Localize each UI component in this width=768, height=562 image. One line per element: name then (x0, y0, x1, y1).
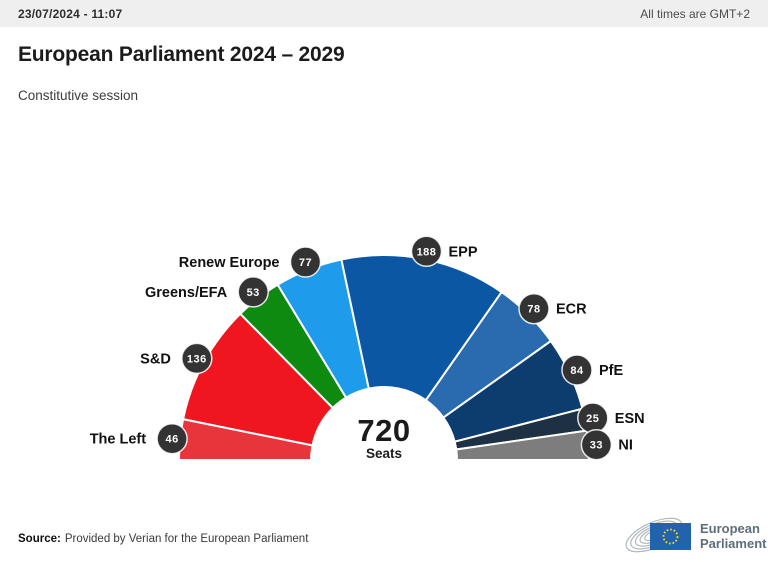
datetime-text: 23/07/2024 - 11:07 (18, 6, 123, 21)
total-seats-unit: Seats (366, 446, 402, 461)
seat-badge-greens-efa (237, 276, 269, 308)
seat-badge-ni (580, 428, 613, 461)
seat-count-epp: 188 (417, 246, 437, 258)
top-bar: 23/07/2024 - 11:07 All times are GMT+2 (0, 0, 768, 27)
seat-badge-epp (410, 235, 443, 268)
party-label-renew-europe: Renew Europe (179, 255, 280, 271)
ep-logo-line1: European (700, 521, 760, 536)
party-label-epp: EPP (449, 244, 478, 260)
seat-count-renew-europe: 77 (299, 257, 312, 269)
timezone-note: All times are GMT+2 (640, 6, 750, 21)
seat-badge-the-left (156, 422, 188, 455)
seat-count-ni: 33 (590, 440, 603, 452)
european-parliament-logo: European Parliament (625, 517, 767, 553)
party-label-s-d: S&D (140, 351, 171, 367)
seat-badge-renew-europe (289, 246, 322, 278)
party-label-ecr: ECR (556, 302, 587, 318)
ep-logo-wordmark: European Parliament (700, 521, 767, 551)
seat-count-s-d: 136 (187, 353, 207, 365)
party-label-ni: NI (618, 438, 633, 454)
seat-badge-ecr (518, 292, 550, 325)
party-label-pfe: PfE (599, 363, 624, 379)
source-label: Source: (18, 533, 61, 545)
total-seats-value: 720 (357, 413, 410, 448)
segment-epp (340, 254, 503, 402)
seat-count-esn: 25 (586, 413, 599, 425)
seat-count-greens-efa: 53 (247, 287, 260, 299)
source-line: Source: Provided by Verian for the Europe… (18, 533, 308, 545)
ep-logo-line2: Parliament (700, 536, 767, 551)
seat-count-pfe: 84 (570, 365, 584, 377)
source-text: Provided by Verian for the European Parl… (64, 533, 309, 545)
page-subtitle: Constitutive session (18, 88, 139, 103)
page-title: European Parliament 2024 – 2029 (18, 43, 345, 66)
seat-count-ecr: 78 (527, 304, 540, 316)
party-label-the-left: The Left (90, 432, 147, 448)
eu-flag-icon (650, 523, 691, 550)
seat-count-the-left: 46 (165, 434, 178, 446)
party-label-greens-efa: Greens/EFA (145, 285, 228, 301)
seat-badge-s-d (181, 342, 213, 375)
seat-badge-pfe (561, 354, 593, 386)
party-label-esn: ESN (615, 411, 645, 427)
